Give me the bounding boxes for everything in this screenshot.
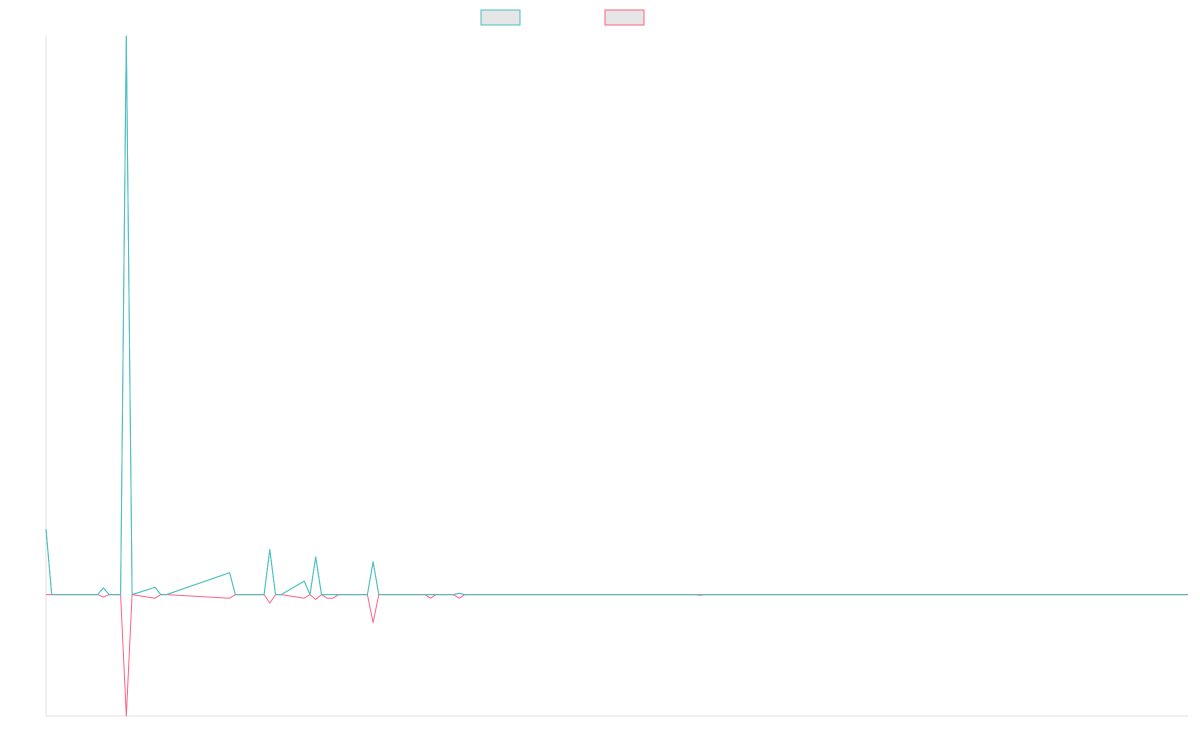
series-line-2 (46, 594, 1188, 717)
series-line-1-overlay (45, 35, 1188, 596)
legend-swatch-2 (604, 9, 645, 26)
axes (45, 36, 1188, 717)
series-line-1 (45, 35, 1188, 596)
legend (480, 9, 645, 26)
series-layer (45, 35, 1188, 717)
legend-swatch-1 (480, 9, 521, 26)
